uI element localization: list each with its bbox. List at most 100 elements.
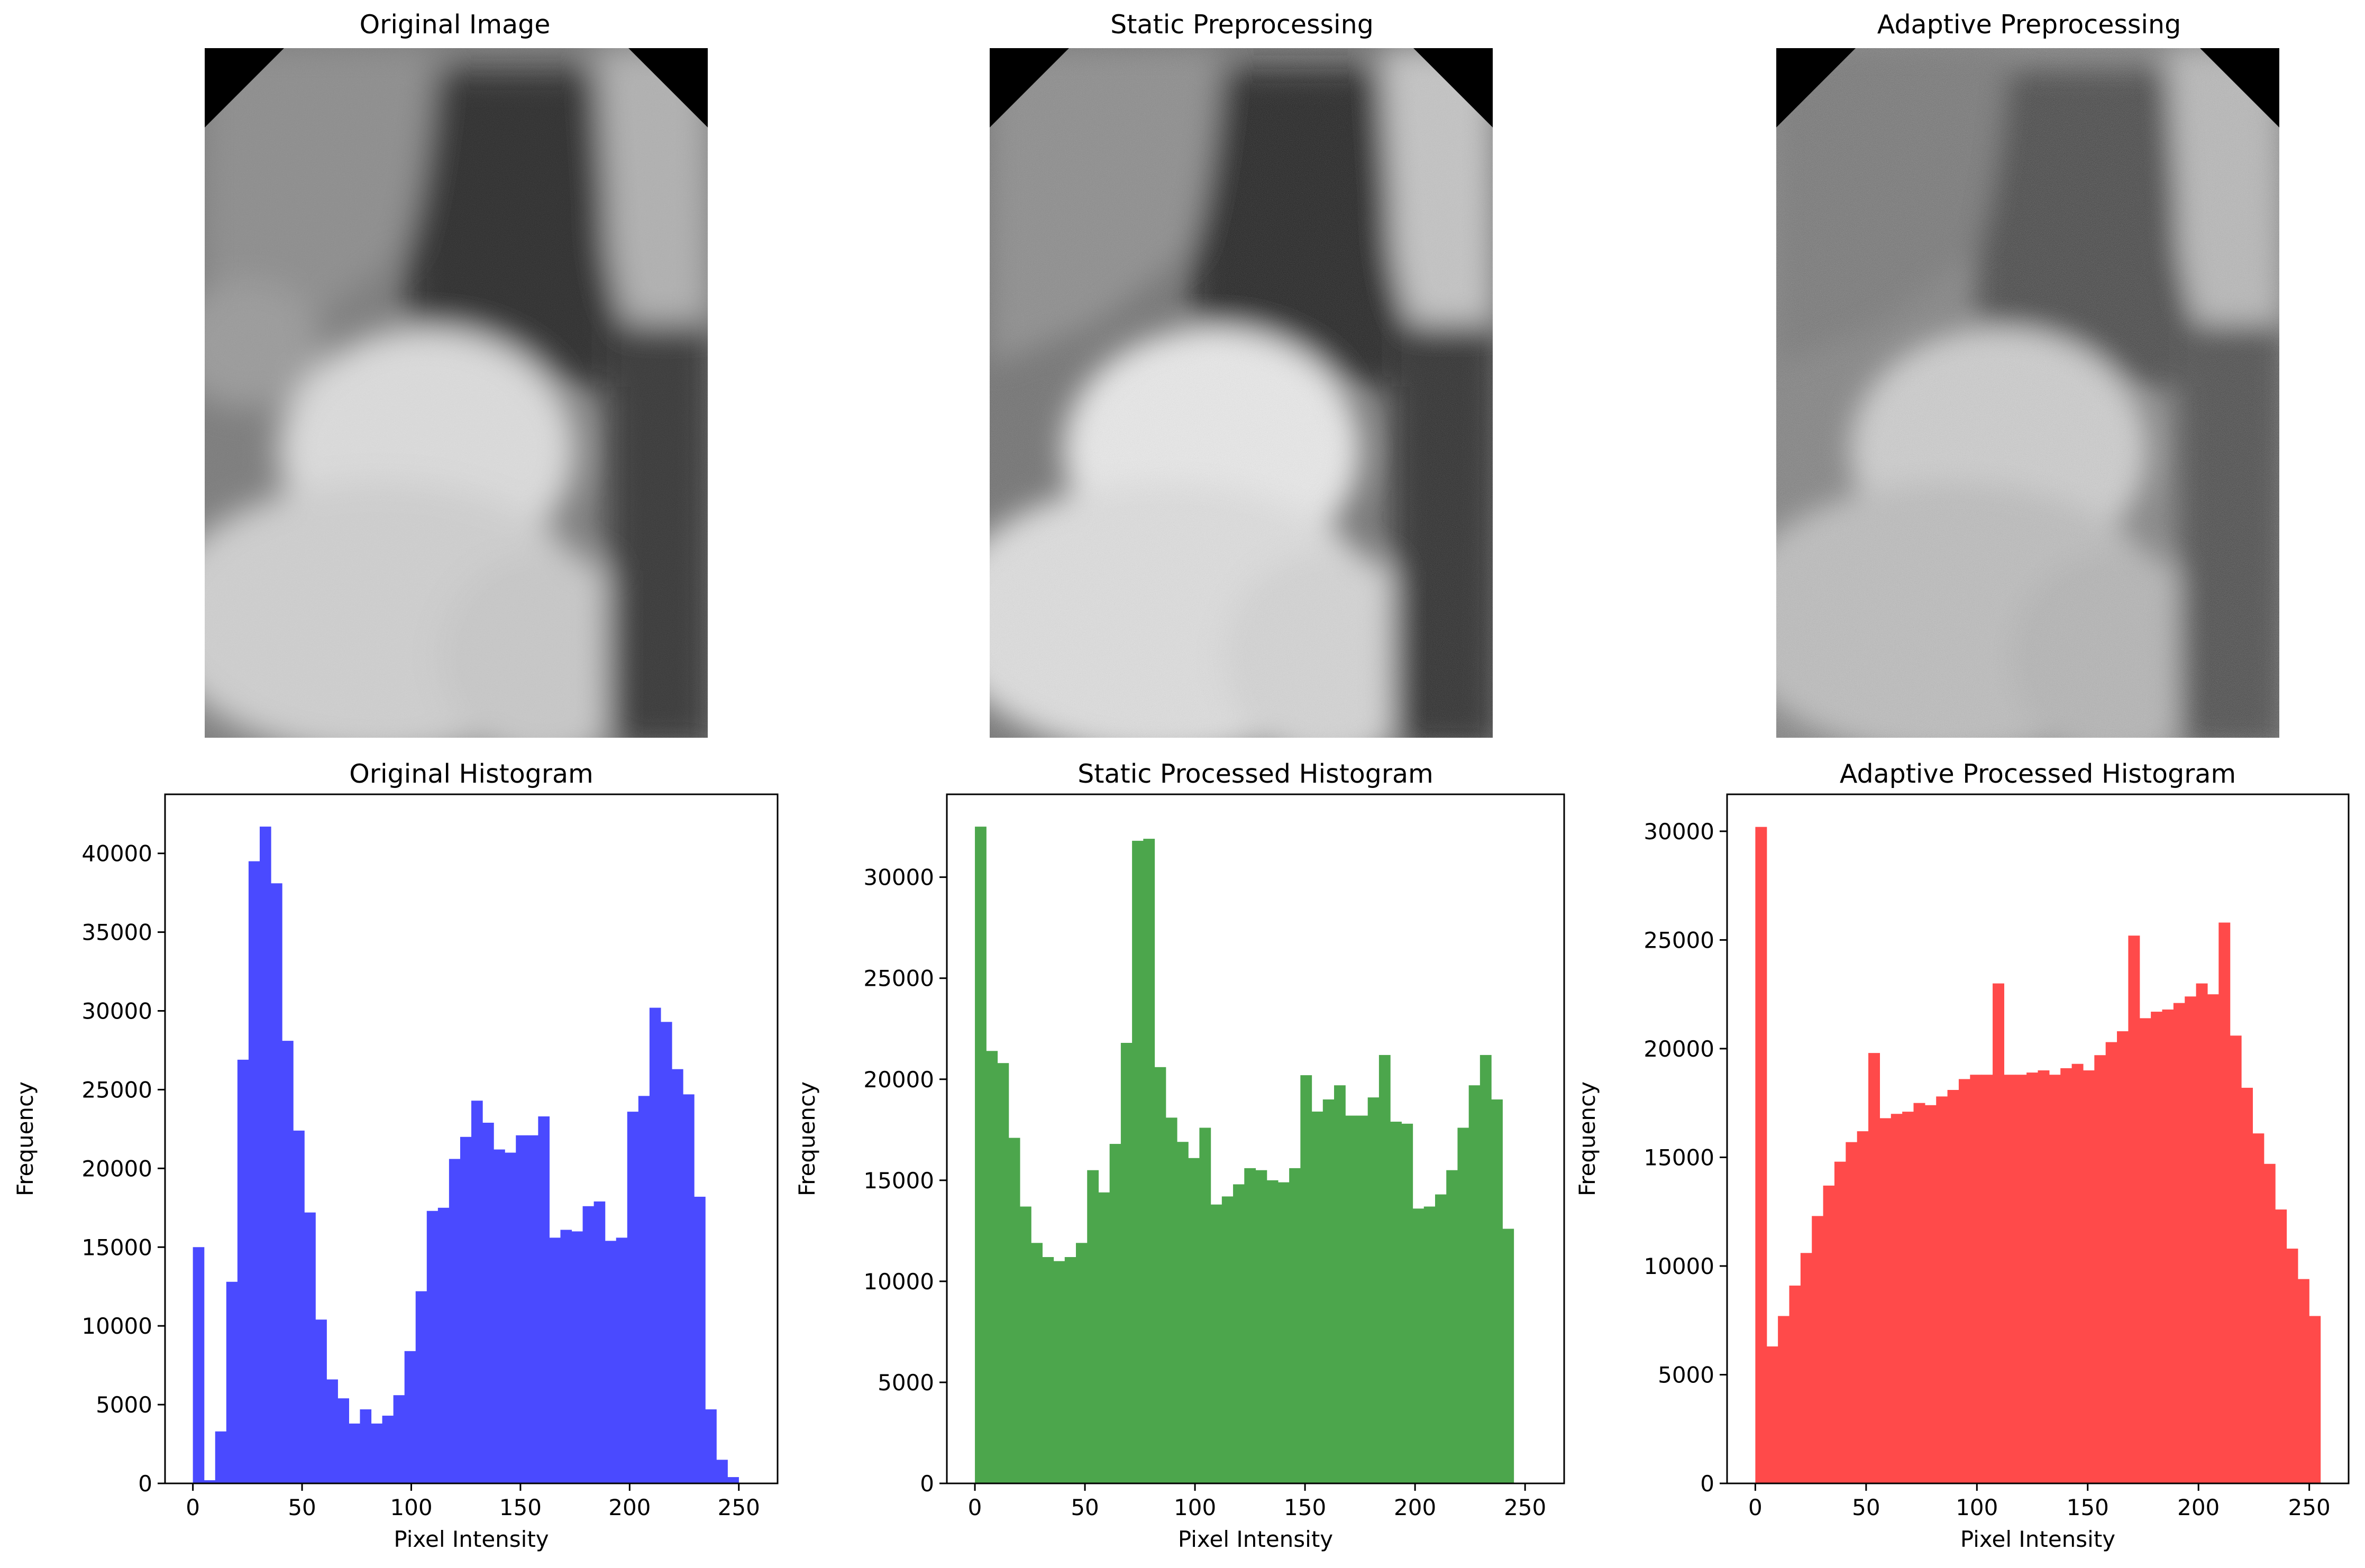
adaptive-preprocessing-title: Adaptive Preprocessing xyxy=(1877,10,2181,40)
y-tick-label: 25000 xyxy=(863,966,934,992)
y-tick-label: 15000 xyxy=(81,1234,152,1260)
histogram-bar xyxy=(1188,1158,1200,1483)
x-tick-label: 0 xyxy=(968,1494,982,1520)
histogram-bar xyxy=(2060,1068,2072,1483)
histogram-bar xyxy=(1789,1285,1801,1483)
histogram-bar xyxy=(1345,1115,1357,1483)
histogram-bar xyxy=(671,1069,683,1483)
y-tick-label: 30000 xyxy=(863,865,934,891)
histogram-bar xyxy=(1076,1243,1088,1483)
y-tick-label: 35000 xyxy=(81,920,152,946)
histogram-bar xyxy=(1435,1194,1447,1483)
histogram-bar xyxy=(2151,1012,2163,1483)
histogram-bar xyxy=(2105,1042,2117,1483)
histogram-bar xyxy=(2297,1279,2309,1483)
histogram-bar xyxy=(593,1201,606,1483)
histogram-bar xyxy=(271,883,282,1483)
histogram-bar xyxy=(694,1196,706,1483)
histogram-bar xyxy=(326,1379,338,1483)
histogram-bar xyxy=(2128,936,2140,1483)
histogram-bar xyxy=(1120,1042,1133,1483)
histogram-bar xyxy=(1019,1206,1031,1483)
histogram-bar xyxy=(660,1022,672,1483)
histogram-bar xyxy=(1947,1090,1959,1483)
histogram-bar xyxy=(193,1247,205,1483)
histogram-bar xyxy=(997,1063,1009,1483)
histogram-bar xyxy=(237,1059,249,1483)
histogram-bar xyxy=(1008,1138,1020,1483)
adaptive-preprocessed-xray-image xyxy=(1776,48,2279,738)
histogram-bar xyxy=(1233,1184,1245,1483)
y-tick-label: 15000 xyxy=(863,1168,934,1194)
histogram-bar xyxy=(226,1281,238,1483)
histogram-bar xyxy=(1042,1257,1054,1483)
histogram-bar xyxy=(683,1094,695,1483)
x-tick-label: 50 xyxy=(288,1494,316,1520)
x-axis-label: Pixel Intensity xyxy=(1960,1526,2115,1552)
histogram-bar xyxy=(705,1409,717,1483)
histogram-bar xyxy=(975,827,987,1483)
histogram-bar xyxy=(1970,1075,1982,1483)
histogram-bar xyxy=(1812,1216,1824,1483)
histogram-bar xyxy=(259,827,271,1483)
x-tick-label: 200 xyxy=(608,1494,651,1520)
histogram-bar xyxy=(1446,1170,1458,1483)
histogram-bar xyxy=(1902,1112,1914,1483)
histogram-bar xyxy=(1199,1127,1211,1483)
histogram-bar xyxy=(1766,1346,1778,1483)
histogram-bar xyxy=(282,1041,294,1483)
x-tick-label: 250 xyxy=(1504,1494,1546,1520)
histogram-bar xyxy=(1778,1316,1790,1483)
y-tick-label: 0 xyxy=(920,1471,934,1497)
histogram-bar xyxy=(1289,1168,1301,1483)
y-tick-label: 0 xyxy=(138,1471,152,1497)
histogram-bar xyxy=(505,1152,516,1483)
histogram-bar xyxy=(516,1135,527,1483)
histogram-bar xyxy=(1993,983,2005,1483)
histogram-bar xyxy=(1334,1085,1346,1483)
x-tick-label: 0 xyxy=(1748,1494,1763,1520)
histogram-bar xyxy=(2286,1249,2298,1483)
histogram-bar xyxy=(1491,1099,1503,1483)
histogram-bar xyxy=(293,1130,305,1483)
y-tick-label: 10000 xyxy=(1643,1253,1714,1279)
histogram-bar xyxy=(315,1319,327,1483)
histogram-bar xyxy=(1053,1261,1065,1483)
x-tick-label: 150 xyxy=(499,1494,542,1520)
histogram-bar xyxy=(2252,1133,2264,1483)
y-tick-label: 20000 xyxy=(81,1156,152,1181)
histogram-bar xyxy=(1300,1075,1312,1483)
histogram-bar xyxy=(1401,1123,1413,1483)
histogram-bar xyxy=(460,1136,472,1483)
histogram-bar xyxy=(2015,1075,2027,1483)
histogram-bar xyxy=(360,1409,372,1483)
histogram-bar xyxy=(716,1460,728,1483)
x-tick-label: 0 xyxy=(186,1494,200,1520)
histogram-bar xyxy=(1031,1243,1043,1483)
histogram-bar xyxy=(1087,1170,1099,1483)
histogram-bar xyxy=(649,1007,661,1483)
histogram-bar xyxy=(2263,1163,2276,1483)
histogram-bar xyxy=(1244,1168,1256,1483)
histogram-title: Original Histogram xyxy=(349,759,593,789)
histogram-bar xyxy=(2218,922,2231,1483)
y-tick-label: 25000 xyxy=(1643,927,1714,953)
histogram-bar xyxy=(2196,983,2208,1483)
histogram-bar xyxy=(482,1122,494,1483)
x-tick-label: 100 xyxy=(390,1494,432,1520)
histogram-bar xyxy=(1834,1161,1846,1483)
static-processed-histogram-chart: Static Processed Histogram 0 50 100 150 200 25… xyxy=(794,759,1565,1552)
histogram-bar xyxy=(1958,1079,1970,1483)
histogram-bar xyxy=(437,1207,450,1483)
histogram-bar xyxy=(1502,1228,1514,1483)
histogram-bar xyxy=(2071,1063,2084,1483)
histogram-bar xyxy=(1356,1115,1368,1483)
histogram-bar xyxy=(538,1116,550,1483)
histogram-bar xyxy=(426,1211,439,1483)
histogram-title: Static Processed Histogram xyxy=(1078,759,1433,789)
y-tick-label: 20000 xyxy=(863,1067,934,1093)
x-tick-label: 250 xyxy=(2288,1494,2331,1520)
histogram-bar xyxy=(1857,1131,1869,1483)
histogram-title: Adaptive Processed Histogram xyxy=(1840,759,2236,789)
histogram-bar xyxy=(549,1237,561,1483)
